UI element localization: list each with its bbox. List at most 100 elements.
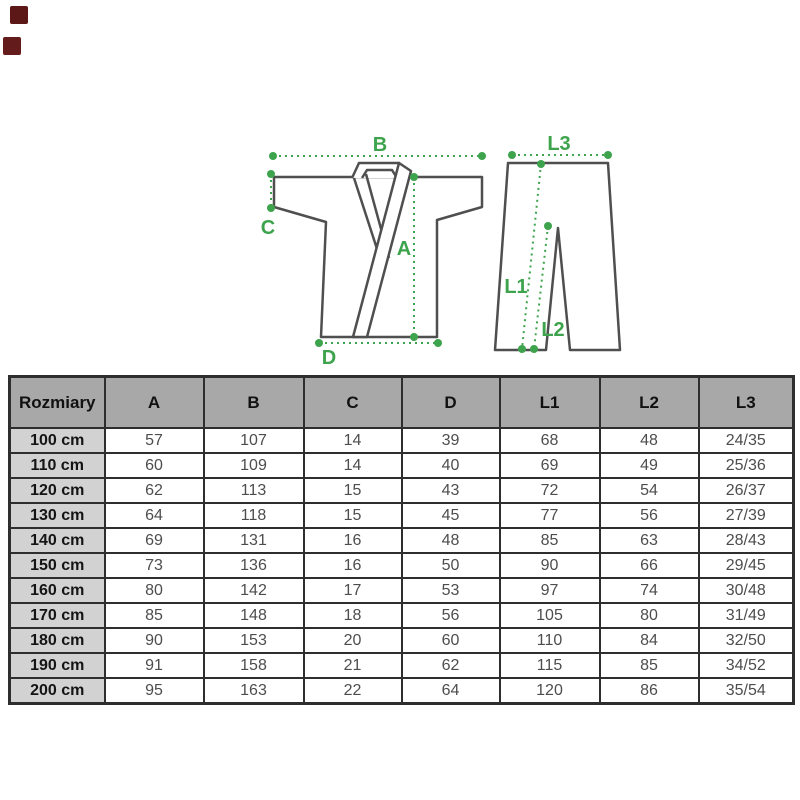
value-cell: 110	[498, 627, 601, 654]
size-cell: 170 cm	[8, 602, 106, 629]
value-cell: 131	[202, 527, 305, 554]
value-cell: 53	[400, 577, 501, 604]
value-cell: 31/49	[697, 602, 795, 629]
value-cell: 56	[400, 602, 501, 629]
value-cell: 142	[202, 577, 305, 604]
value-cell: 97	[498, 577, 601, 604]
size-cell: 140 cm	[8, 527, 106, 554]
value-cell: 85	[598, 652, 700, 679]
value-cell: 64	[400, 677, 501, 705]
column-header: D	[400, 375, 501, 429]
value-cell: 27/39	[697, 502, 795, 529]
column-header: A	[103, 375, 205, 429]
value-cell: 28/43	[697, 527, 795, 554]
value-cell: 85	[103, 602, 205, 629]
value-cell: 30/48	[697, 577, 795, 604]
label-d: D	[322, 347, 336, 369]
value-cell: 45	[400, 502, 501, 529]
color-swatch	[10, 6, 28, 24]
column-header: L3	[697, 375, 795, 429]
table-row: 170 cm 85 148 18 56 105 80 31/49	[8, 602, 795, 629]
value-cell: 56	[598, 502, 700, 529]
value-cell: 39	[400, 427, 501, 454]
value-cell: 62	[400, 652, 501, 679]
value-cell: 69	[498, 452, 601, 479]
size-cell: 120 cm	[8, 477, 106, 504]
table-row: 100 cm 57 107 14 39 68 48 24/35	[8, 427, 795, 454]
value-cell: 109	[202, 452, 305, 479]
value-cell: 73	[103, 552, 205, 579]
value-cell: 54	[598, 477, 700, 504]
value-cell: 20	[302, 627, 403, 654]
value-cell: 40	[400, 452, 501, 479]
measurement-diagram: B C A D L3 L1 L2	[261, 133, 622, 369]
value-cell: 14	[302, 427, 403, 454]
table-row: 150 cm 73 136 16 50 90 66 29/45	[8, 552, 795, 579]
table-row: 110 cm 60 109 14 40 69 49 25/36	[8, 452, 795, 479]
value-cell: 66	[598, 552, 700, 579]
size-table: Rozmiary A B C D L1 L2 L3 100 cm 57 107 14 39 68 48 24…	[8, 375, 795, 705]
value-cell: 90	[498, 552, 601, 579]
label-a: A	[397, 238, 411, 260]
value-cell: 62	[103, 477, 205, 504]
value-cell: 91	[103, 652, 205, 679]
size-cell: 100 cm	[8, 427, 106, 454]
value-cell: 113	[202, 477, 305, 504]
value-cell: 21	[302, 652, 403, 679]
column-header: B	[202, 375, 305, 429]
value-cell: 158	[202, 652, 305, 679]
value-cell: 24/35	[697, 427, 795, 454]
label-c: C	[261, 217, 275, 239]
value-cell: 107	[202, 427, 305, 454]
label-l3: L3	[547, 133, 570, 155]
color-swatch	[3, 37, 21, 55]
value-cell: 115	[498, 652, 601, 679]
value-cell: 120	[498, 677, 601, 705]
value-cell: 18	[302, 602, 403, 629]
value-cell: 68	[498, 427, 601, 454]
size-cell: 110 cm	[8, 452, 106, 479]
column-header: Rozmiary	[8, 375, 106, 429]
table-row: 160 cm 80 142 17 53 97 74 30/48	[8, 577, 795, 604]
value-cell: 60	[400, 627, 501, 654]
value-cell: 48	[598, 427, 700, 454]
value-cell: 26/37	[697, 477, 795, 504]
column-header: C	[302, 375, 403, 429]
value-cell: 85	[498, 527, 601, 554]
table-row: 120 cm 62 113 15 43 72 54 26/37	[8, 477, 795, 504]
value-cell: 43	[400, 477, 501, 504]
value-cell: 16	[302, 527, 403, 554]
size-cell: 190 cm	[8, 652, 106, 679]
value-cell: 48	[400, 527, 501, 554]
value-cell: 16	[302, 552, 403, 579]
value-cell: 95	[103, 677, 205, 705]
size-cell: 160 cm	[8, 577, 106, 604]
value-cell: 64	[103, 502, 205, 529]
value-cell: 60	[103, 452, 205, 479]
value-cell: 25/36	[697, 452, 795, 479]
value-cell: 49	[598, 452, 700, 479]
measurement-lines	[270, 154, 608, 350]
value-cell: 32/50	[697, 627, 795, 654]
size-cell: 130 cm	[8, 502, 106, 529]
measurement-line-l1	[521, 163, 542, 350]
pants-outline	[493, 161, 622, 352]
value-cell: 74	[598, 577, 700, 604]
value-cell: 136	[202, 552, 305, 579]
table-row: 130 cm 64 118 15 45 77 56 27/39	[8, 502, 795, 529]
value-cell: 35/54	[697, 677, 795, 705]
table-header-row: Rozmiary A B C D L1 L2 L3	[8, 375, 795, 429]
value-cell: 17	[302, 577, 403, 604]
value-cell: 163	[202, 677, 305, 705]
value-cell: 29/45	[697, 552, 795, 579]
value-cell: 15	[302, 477, 403, 504]
value-cell: 57	[103, 427, 205, 454]
value-cell: 34/52	[697, 652, 795, 679]
measurement-dots	[267, 151, 612, 353]
table-row: 180 cm 90 153 20 60 110 84 32/50	[8, 627, 795, 654]
jacket-lapel-left-outer	[352, 177, 380, 253]
value-cell: 80	[598, 602, 700, 629]
jacket-outline-group	[272, 161, 484, 339]
value-cell: 80	[103, 577, 205, 604]
value-cell: 148	[202, 602, 305, 629]
